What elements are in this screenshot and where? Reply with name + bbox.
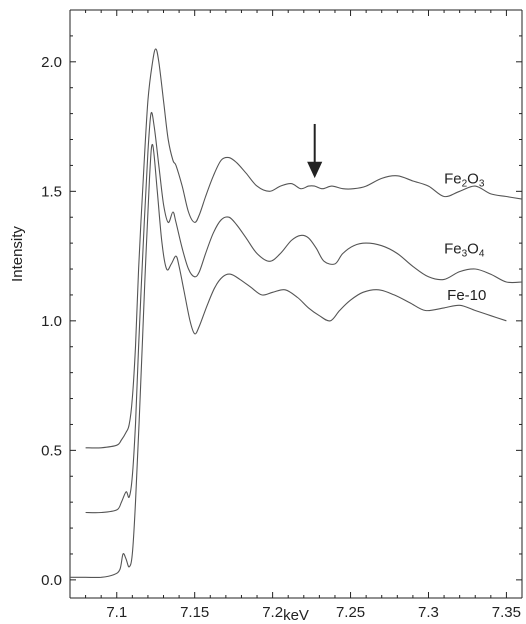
x-axis-title: keV	[283, 607, 309, 624]
y-tick-label: 1.0	[41, 313, 62, 330]
series-lines	[69, 48, 523, 579]
y-tick-label: 0.0	[41, 572, 62, 589]
y-axis-title: Intensity	[9, 226, 26, 282]
y-tick-label: 1.5	[41, 183, 62, 200]
plot-frame	[69, 9, 523, 599]
y-tick-label: 2.0	[41, 54, 62, 71]
series-line-fe2o3	[85, 48, 523, 449]
x-tick-label: 7.25	[336, 604, 365, 621]
x-tick-label: 7.35	[492, 604, 521, 621]
series-labels: Fe2O3 Fe3O4 Fe-10	[444, 171, 486, 305]
annotations	[307, 123, 323, 179]
series-label-fe3o4: Fe3O4	[444, 240, 485, 259]
annotation-arrow-head	[307, 161, 323, 179]
x-tick-label: 7.3	[418, 604, 439, 621]
series-label-fe-10: Fe-10	[447, 287, 486, 304]
x-tick-label: 7.1	[106, 604, 127, 621]
y-tick-label: 0.5	[41, 442, 62, 459]
x-tick-label: 7.2	[262, 604, 283, 621]
series-line-fe-10	[69, 144, 507, 579]
x-axis-ticks: 7.1 7.15 7.2 7.25 7.3 7.35	[69, 10, 523, 621]
series-line-fe3o4	[85, 112, 523, 514]
series-label-fe2o3: Fe2O3	[444, 171, 485, 190]
x-tick-label: 7.15	[180, 604, 209, 621]
y-axis-ticks: 0.0 0.5 1.0 1.5 2.0	[41, 35, 522, 589]
